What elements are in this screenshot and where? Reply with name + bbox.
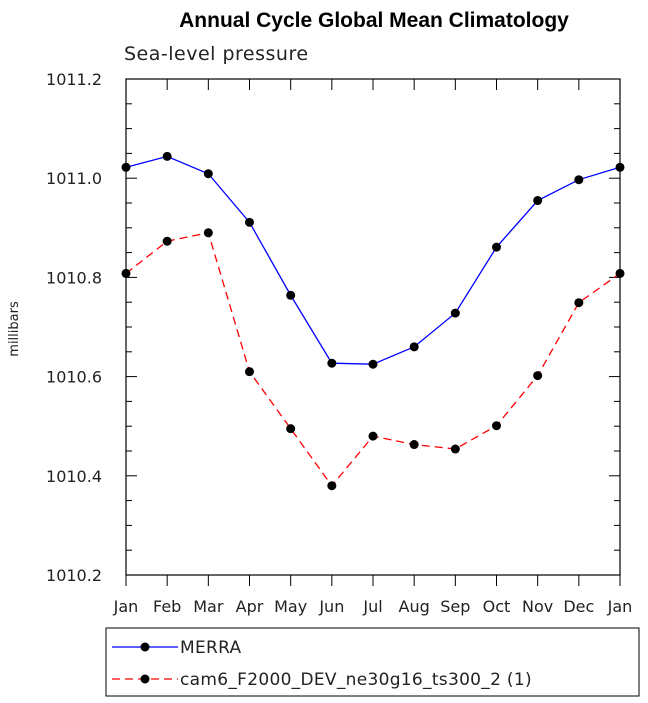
series-2-point — [492, 421, 501, 431]
legend-label-2: cam6_F2000_DEV_ne30g16_ts300_2 (1) — [180, 670, 532, 690]
y-tick-label: 1011.2 — [46, 70, 102, 89]
x-tick-label: Jun — [318, 597, 344, 616]
series-1-point — [615, 162, 625, 172]
x-tick-label: Nov — [522, 597, 553, 616]
x-tick-label: Oct — [483, 597, 511, 616]
x-tick-label: Apr — [236, 597, 264, 616]
series-1-point — [450, 308, 460, 318]
series-1-point — [286, 290, 296, 300]
series-2-point — [162, 236, 172, 246]
series-1-point — [327, 358, 337, 368]
legend-marker-1 — [140, 642, 150, 652]
series-2-point — [121, 268, 131, 278]
plot-area: 1010.2 1010.4 1010.6 1010.8 1011.0 1011.2 Jan F… — [46, 70, 632, 616]
series-1-point — [368, 359, 378, 369]
legend-marker-2 — [140, 674, 150, 684]
x-tick-label: Jan — [607, 597, 633, 616]
series-2-point — [327, 481, 337, 491]
series-1-point — [203, 169, 213, 179]
series-2-point — [450, 444, 460, 454]
series-2-point — [368, 431, 378, 441]
y-tick-label: 1010.2 — [46, 566, 102, 585]
series-2-point — [245, 367, 254, 377]
series-2-point — [615, 268, 625, 278]
x-tick-label: Dec — [563, 597, 594, 616]
x-tick-label: Jul — [362, 597, 382, 616]
x-tick-label: Aug — [399, 597, 430, 616]
plot-frame — [125, 78, 621, 576]
x-tick-label: Mar — [193, 597, 224, 616]
y-tick-label: 1010.6 — [46, 368, 102, 387]
series-2-point — [574, 298, 584, 308]
x-tick-label: May — [274, 597, 307, 616]
chart-title: Annual Cycle Global Mean Climatology — [179, 9, 569, 32]
series-1-point — [162, 151, 172, 161]
legend-box — [105, 627, 640, 697]
x-tick-label: Feb — [153, 597, 181, 616]
series-2-point — [203, 228, 213, 238]
y-tick-label: 1011.0 — [46, 169, 102, 188]
x-tick-label: Jan — [113, 597, 139, 616]
series-1-point — [409, 342, 419, 352]
chart-subtitle: Sea-level pressure — [124, 43, 309, 65]
series-1-point — [492, 242, 501, 252]
legend-label-1: MERRA — [180, 638, 242, 658]
series-1-point — [245, 217, 254, 227]
series-2-point — [286, 424, 296, 434]
series-1-point — [533, 196, 543, 206]
y-tick-label: 1010.8 — [46, 268, 102, 287]
legend: MERRA cam6_F2000_DEV_ne30g16_ts300_2 (1) — [105, 627, 640, 697]
series-1-point — [574, 175, 584, 185]
series-2-point — [409, 440, 419, 450]
series-1-point — [121, 162, 131, 172]
y-axis-label: millibars — [7, 301, 22, 357]
x-tick-label: Sep — [440, 597, 470, 616]
series-line-1 — [125, 155, 621, 365]
y-tick-label: 1010.4 — [46, 467, 102, 486]
series-line-2 — [125, 232, 621, 487]
series-2-point — [533, 371, 543, 381]
